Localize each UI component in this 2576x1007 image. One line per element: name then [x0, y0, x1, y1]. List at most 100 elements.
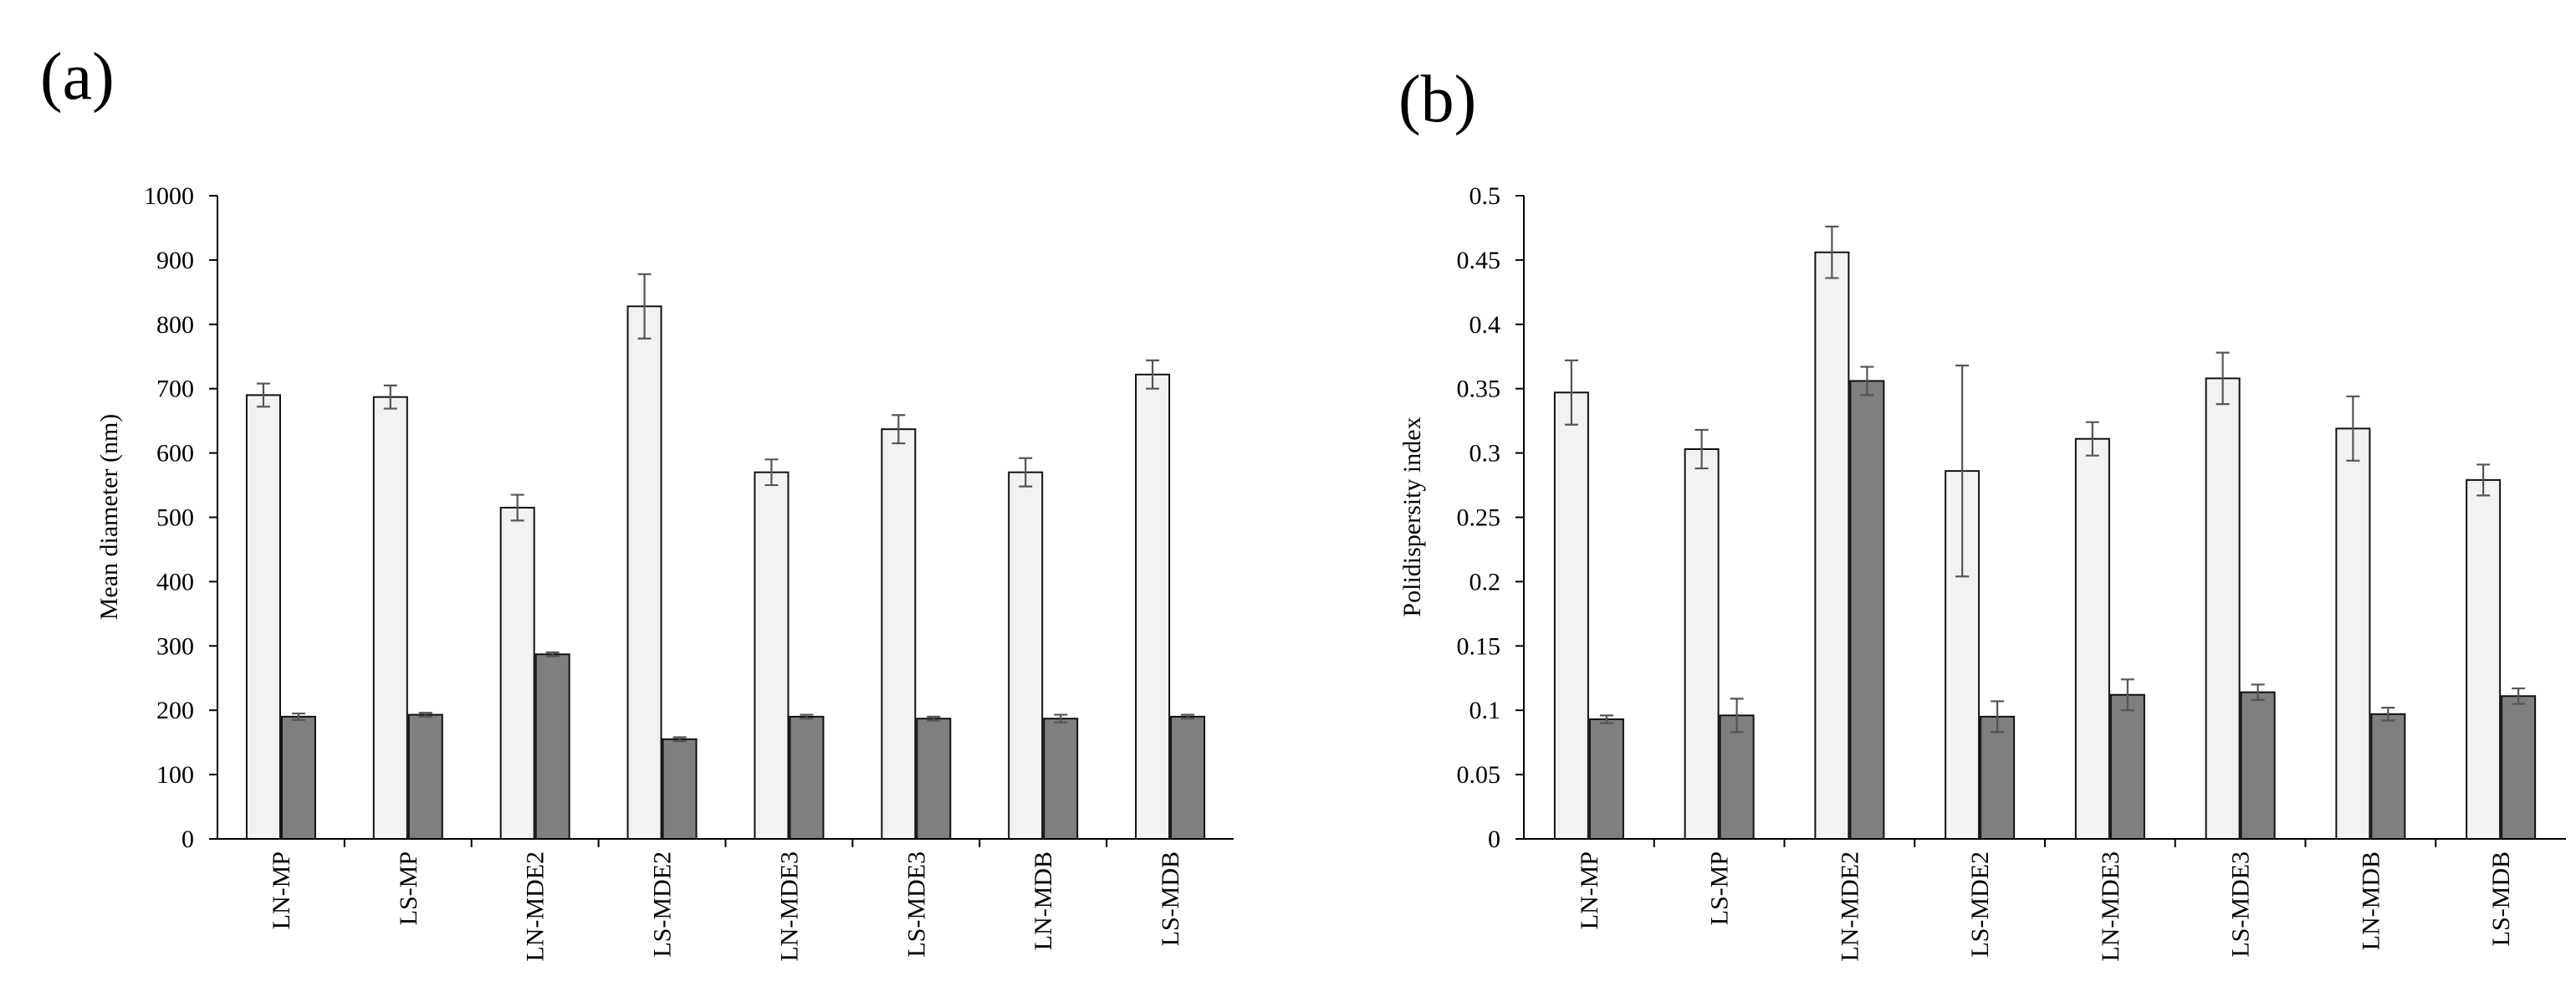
panel-b-y-tick-label: 0.45	[1457, 247, 1501, 274]
panel-a-error-bar	[1146, 359, 1160, 390]
panel-a-bar-dark	[916, 718, 952, 841]
panel-b-error-bar	[2085, 421, 2099, 457]
panel-a-categories: LN-MP LS-MP LN-MDE2 LS-MDE2 LN-MDE3 LS-MDE3 LN…	[268, 839, 1184, 962]
panel-b-y-tick-label: 0.05	[1457, 761, 1501, 789]
panel-b-bar-light	[1553, 391, 1589, 840]
panel-b-y-axis-title: Polidispersity index	[1398, 417, 1426, 616]
panel-a-letter: (a)	[40, 40, 115, 114]
panel-b-error-bar	[2251, 683, 2265, 701]
panel-b-y-tick-label: 0.1	[1469, 697, 1501, 724]
panel-a-y-tick-label: 700	[156, 376, 194, 403]
panel-a-y-tick-label: 800	[156, 311, 194, 339]
panel-b-category-label: LS-MDE3	[2227, 851, 2255, 958]
panel-b-category-label: LS-MDB	[2487, 851, 2515, 946]
panel-a-error-bar	[291, 712, 305, 721]
panel-b-chart: (b) 0 0.05 0.1 0.15 0.2 0.25 0.3 0.35 0.4 0.45 0.5…	[1398, 63, 2566, 962]
panel-b-category-label: LS-MDE2	[1966, 851, 1994, 958]
panel-b-error-bar	[1599, 714, 1613, 724]
panel-a-category-label: LN-MP	[268, 851, 295, 929]
panel-b-y-ticks: 0 0.05 0.1 0.15 0.2 0.25 0.3 0.35 0.4 0.45 0.5	[1457, 182, 1524, 853]
panel-b-bar-dark	[2240, 691, 2276, 841]
panel-a-bar-light	[881, 428, 917, 840]
panel-a-error-bar	[256, 382, 270, 408]
panel-a-category-label: LN-MDE3	[775, 851, 803, 962]
panel-b-category-label: LN-MDE2	[1836, 851, 1863, 962]
panel-a-error-bar	[510, 493, 524, 522]
panel-b-y-tick-label: 0.3	[1469, 440, 1501, 468]
panel-a-y-tick-label: 600	[156, 440, 194, 468]
panel-b-y-tick-label: 0	[1488, 826, 1500, 853]
panel-a-category-label: LS-MP	[395, 851, 422, 925]
panel-b-bar-light	[2074, 437, 2110, 840]
panel-a-y-tick-label: 1000	[144, 182, 194, 210]
panel-b-bar-light	[2466, 478, 2502, 840]
panel-b-bar-dark	[2109, 693, 2145, 841]
panel-b-y-tick-label: 0.2	[1469, 568, 1501, 596]
panel-b-category-label: LN-MDB	[2357, 851, 2384, 950]
panel-b-bar-light	[1684, 447, 1720, 841]
panel-b-bar-light	[1814, 251, 1850, 840]
panel-a-y-ticks: 0 100 200 300 400 500 600 700 800 900 1000	[144, 182, 217, 853]
panel-b-y-tick-label: 0.15	[1457, 632, 1501, 660]
panel-a-y-tick-label: 0	[181, 826, 194, 853]
panel-b-error-bar	[2346, 395, 2360, 462]
panel-a-category-label: LS-MDE3	[902, 851, 930, 958]
panel-a-bar-light	[626, 305, 662, 840]
panel-a-error-bar	[672, 736, 687, 743]
panel-a-bar-dark	[407, 713, 443, 841]
panel-b-error-bar	[2120, 678, 2134, 712]
panel-b-y-tick-label: 0.4	[1469, 311, 1501, 339]
panel-a-bar-light	[1008, 471, 1044, 840]
panel-a-error-bar	[1054, 713, 1068, 723]
panel-b-letter: (b)	[1398, 63, 1476, 136]
panel-a-bar-dark	[1043, 718, 1079, 841]
panel-b-bar-light	[2335, 427, 2371, 840]
panel-a-category-label: LS-MDB	[1157, 851, 1184, 946]
panel-b-error-bar	[1825, 225, 1839, 279]
panel-a-bar-light	[1135, 373, 1171, 841]
panel-b-error-bar	[2476, 463, 2491, 497]
panel-a-y-axis-title: Mean diameter (nm)	[95, 414, 123, 621]
panel-a-y-tick-label: 300	[156, 632, 194, 660]
panel-a-error-bar	[383, 384, 397, 410]
panel-a-y-tick-label: 100	[156, 761, 194, 789]
panel-b-error-bar	[2381, 707, 2395, 722]
panel-a-error-bar	[1181, 713, 1195, 720]
panel-b-bar-dark	[1849, 380, 1885, 840]
panel-b-bar-dark	[2370, 713, 2406, 841]
panel-a-error-bar	[1019, 457, 1033, 488]
panel-a-category-label: LN-MDB	[1030, 851, 1057, 950]
panel-a-bar-dark	[662, 738, 698, 840]
panel-a-category-label: LS-MDE2	[649, 851, 677, 958]
panel-b-bar-dark	[1980, 715, 2016, 841]
panel-b-categories: LN-MP LS-MP LN-MDE2 LS-MDE2 LN-MDE3 LS-MDE3 LN…	[1576, 839, 2515, 962]
panel-b-y-tick-label: 0.25	[1457, 504, 1501, 532]
panel-b-error-bar	[1991, 700, 2005, 734]
panel-b-bar-light	[2205, 377, 2241, 840]
panel-b-bars	[1553, 225, 2537, 841]
panel-a-error-bar	[800, 713, 814, 720]
panel-a-error-bar	[927, 715, 941, 722]
panel-b-bar-dark	[1588, 718, 1624, 840]
panel-a-error-bar	[764, 458, 779, 487]
panel-a-bar-light	[372, 396, 408, 840]
panel-b-bar-dark	[1719, 714, 1755, 840]
panel-b-category-label: LN-MP	[1576, 851, 1603, 929]
panel-a-bar-dark	[1170, 715, 1206, 841]
panel-b-error-bar	[1955, 364, 1970, 578]
panel-b-error-bar	[2512, 687, 2526, 705]
panel-b-y-tick-label: 0.5	[1469, 182, 1501, 210]
panel-b-error-bar	[1730, 698, 1744, 734]
panel-a-error-bar	[637, 273, 652, 340]
panel-a-error-bar	[892, 414, 906, 445]
panel-b-y-tick-label: 0.35	[1457, 376, 1501, 403]
panel-a-error-bar	[545, 651, 560, 657]
panel-a-y-tick-label: 900	[156, 247, 194, 274]
panel-a-y-tick-label: 400	[156, 568, 194, 596]
panel-a-y-tick-label: 200	[156, 697, 194, 724]
panel-a-y-tick-label: 500	[156, 504, 194, 532]
panel-b-bar-dark	[2501, 695, 2537, 840]
panel-a-bars	[245, 273, 1206, 841]
panel-a-bar-dark	[280, 715, 316, 841]
